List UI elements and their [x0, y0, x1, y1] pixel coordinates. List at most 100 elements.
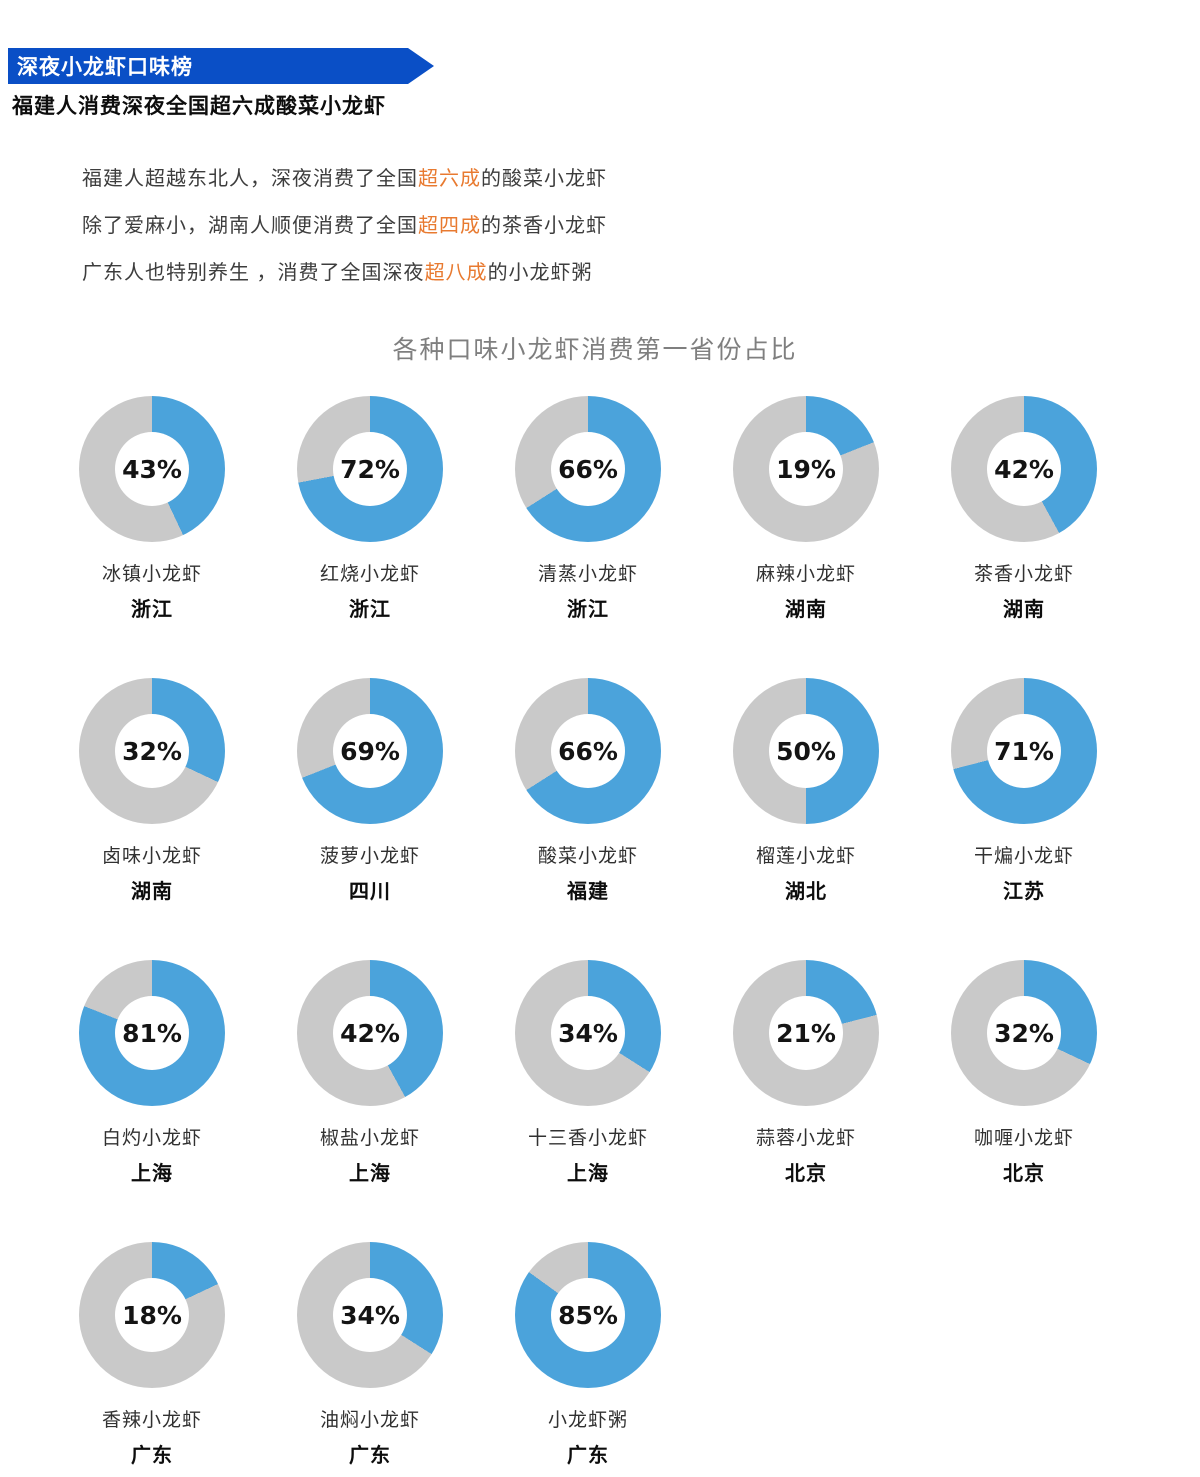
donut-chart-cell: 50% 榴莲小龙虾湖北 [697, 678, 915, 904]
donut-ring: 21% [733, 960, 879, 1106]
flavor-label: 菠萝小龙虾 [319, 846, 420, 867]
flavor-label: 蒜蓉小龙虾 [755, 1128, 856, 1149]
donut-ring: 71% [951, 678, 1097, 824]
intro-line: 除了爱麻小，湖南人顺便消费了全国超四成的茶香小龙虾 [82, 215, 607, 237]
donut-ring: 32% [951, 960, 1097, 1106]
province-label: 湖北 [785, 881, 827, 903]
province-label: 浙江 [349, 599, 391, 621]
chart-title: 各种口味小龙虾消费第一省份占比 [392, 336, 798, 364]
province-label: 北京 [1003, 1163, 1045, 1185]
donut-chart-cell: 32% 卤味小龙虾湖南 [43, 678, 261, 904]
donut-percent-label: 43% [122, 454, 182, 484]
donut-chart-cell: 34% 油焖小龙虾广东 [261, 1242, 479, 1468]
donut-ring: 43% [79, 396, 225, 542]
donut-chart-cell: 34% 十三香小龙虾 上海 [479, 960, 697, 1186]
page-subtitle: 福建人消费深夜全国超六成酸菜小龙虾 [12, 95, 386, 118]
flavor-label: 茶香小龙虾 [973, 564, 1074, 585]
flavor-label: 卤味小龙虾 [101, 846, 202, 867]
flavor-label: 油焖小龙虾 [319, 1410, 420, 1431]
province-label: 上海 [131, 1163, 173, 1185]
donut-percent-label: 66% [558, 454, 618, 484]
donut-chart-cell: 71% 干煸小龙虾江苏 [915, 678, 1133, 904]
province-label: 湖南 [131, 881, 173, 903]
highlight-text: 超八成 [424, 262, 488, 284]
donut-percent-label: 34% [558, 1018, 618, 1048]
donut-chart-cell: 18% 香辣小龙虾广东 [43, 1242, 261, 1468]
intro-line: 福建人超越东北人，深夜消费了全国超六成的酸菜小龙虾 [82, 168, 607, 190]
flavor-label: 冰镇小龙虾 [101, 564, 202, 585]
donut-percent-label: 50% [776, 736, 836, 766]
donut-ring: 32% [79, 678, 225, 824]
donut-chart-cell: 69% 菠萝小龙虾四川 [261, 678, 479, 904]
donut-percent-label: 19% [776, 454, 836, 484]
donut-chart-cell: 21% 蒜蓉小龙虾北京 [697, 960, 915, 1186]
flavor-label: 小龙虾粥 [547, 1410, 628, 1431]
intro-line: 广东人也特别养生 ，消费了全国深夜超八成的小龙虾粥 [82, 262, 593, 284]
donut-chart-cell: 85% 小龙虾粥广东 [479, 1242, 697, 1468]
flavor-label: 红烧小龙虾 [319, 564, 420, 585]
flavor-label: 椒盐小龙虾 [319, 1128, 420, 1149]
donut-chart-grid: 43% 冰镇小龙虾 浙江 72% 红烧小龙虾 浙江 66% 清蒸小龙虾 浙江 19% 麻辣小龙虾 湖南… [43, 396, 1133, 1468]
flavor-label: 酸菜小龙虾 [537, 846, 638, 867]
donut-ring: 81% [79, 960, 225, 1106]
flavor-label: 咖喱小龙虾 [973, 1128, 1074, 1149]
donut-ring: 34% [297, 1242, 443, 1388]
flavor-label: 清蒸小龙虾 [537, 564, 638, 585]
donut-percent-label: 72% [340, 454, 400, 484]
province-label: 湖南 [785, 599, 827, 621]
donut-chart-cell: 66% 清蒸小龙虾浙江 [479, 396, 697, 622]
donut-ring: 42% [297, 960, 443, 1106]
donut-chart-cell: 42% 椒盐小龙虾上海 [261, 960, 479, 1186]
flavor-label: 麻辣小龙虾 [755, 564, 856, 585]
flavor-label: 榴莲小龙虾 [755, 846, 856, 867]
province-label: 北京 [785, 1163, 827, 1185]
province-label: 浙江 [567, 599, 609, 621]
province-label: 福建 [567, 881, 609, 903]
province-label: 广东 [131, 1445, 173, 1467]
flavor-label: 白灼小龙虾 [101, 1128, 202, 1149]
donut-ring: 69% [297, 678, 443, 824]
donut-chart-cell: 32% 咖喱小龙虾北京 [915, 960, 1133, 1186]
donut-percent-label: 81% [122, 1018, 182, 1048]
donut-ring: 18% [79, 1242, 225, 1388]
donut-chart-cell: 81% 白灼小龙虾上海 [43, 960, 261, 1186]
donut-percent-label: 71% [994, 736, 1054, 766]
highlight-text: 超六成 [418, 168, 481, 190]
donut-chart-cell: 43% 冰镇小龙虾 浙江 [43, 396, 261, 622]
donut-percent-label: 21% [776, 1018, 836, 1048]
province-label: 上海 [349, 1163, 391, 1185]
header-banner: 深夜小龙虾口味榜 [8, 48, 434, 84]
donut-ring: 66% [515, 396, 661, 542]
province-label: 湖南 [1003, 599, 1045, 621]
donut-chart-cell: 66% 酸菜小龙虾福建 [479, 678, 697, 904]
donut-ring: 72% [297, 396, 443, 542]
highlight-text: 超四成 [418, 215, 481, 237]
donut-chart-cell: 42% 茶香小龙虾湖南 [915, 396, 1133, 622]
donut-percent-label: 32% [122, 736, 182, 766]
donut-ring: 34% [515, 960, 661, 1106]
province-label: 广东 [349, 1445, 391, 1467]
donut-ring: 85% [515, 1242, 661, 1388]
intro-paragraph: 福建人超越东北人，深夜消费了全国超六成的酸菜小龙虾 除了爱麻小，湖南人顺便消费了… [82, 156, 607, 297]
donut-percent-label: 66% [558, 736, 618, 766]
donut-percent-label: 42% [994, 454, 1054, 484]
flavor-label: 香辣小龙虾 [101, 1410, 202, 1431]
banner-title: 深夜小龙虾口味榜 [17, 56, 193, 79]
province-label: 上海 [567, 1163, 609, 1185]
donut-percent-label: 85% [558, 1300, 618, 1330]
donut-percent-label: 18% [122, 1300, 182, 1330]
province-label: 四川 [349, 881, 391, 903]
donut-percent-label: 42% [340, 1018, 400, 1048]
donut-percent-label: 34% [340, 1300, 400, 1330]
donut-chart-cell: 72% 红烧小龙虾浙江 [261, 396, 479, 622]
donut-ring: 42% [951, 396, 1097, 542]
donut-ring: 19% [733, 396, 879, 542]
donut-percent-label: 32% [994, 1018, 1054, 1048]
donut-chart-cell: 19% 麻辣小龙虾湖南 [697, 396, 915, 622]
province-label: 江苏 [1003, 881, 1045, 903]
flavor-label: 十三香小龙虾 [527, 1128, 648, 1149]
donut-percent-label: 69% [340, 736, 400, 766]
donut-ring: 50% [733, 678, 879, 824]
flavor-label: 干煸小龙虾 [973, 846, 1074, 867]
province-label: 广东 [567, 1445, 609, 1467]
